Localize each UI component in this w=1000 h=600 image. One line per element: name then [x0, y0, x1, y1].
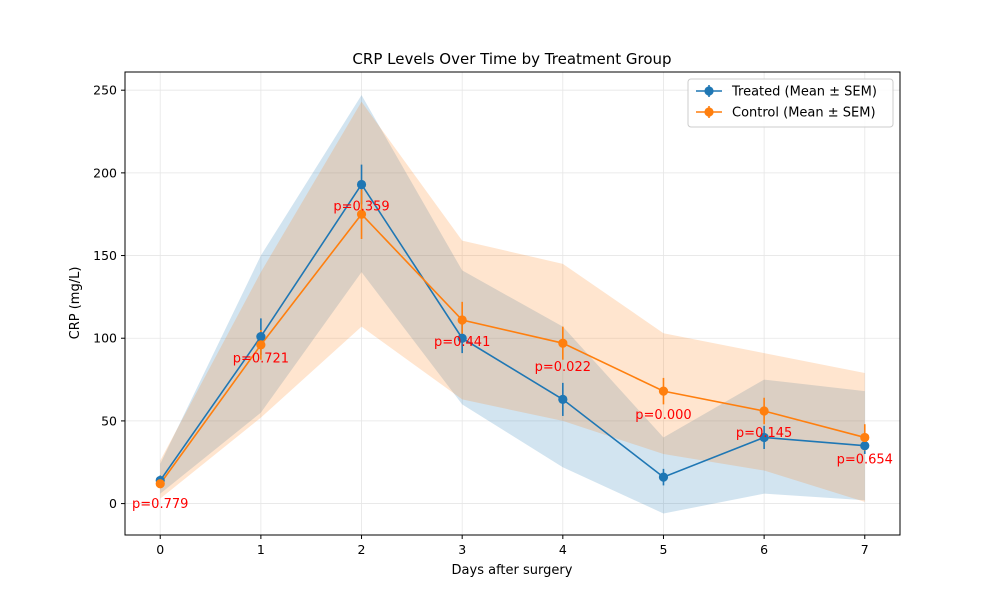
y-tick-label: 100 [93, 331, 117, 346]
y-tick-label: 150 [93, 248, 117, 263]
p-value-label: p=0.359 [333, 199, 389, 214]
line-series-1 [159, 182, 865, 481]
point-series-2 [457, 315, 467, 325]
x-axis-label: Days after surgery [452, 563, 573, 578]
point-series-2 [155, 479, 165, 489]
point-series-1 [457, 333, 467, 343]
point-series-1 [658, 472, 669, 482]
data-points [155, 179, 870, 489]
point-series-1 [356, 179, 367, 190]
legend: Treated (Mean ± SEM) Control (Mean ± SEM) [687, 78, 894, 128]
legend-label: Control (Mean ± SEM) [732, 106, 876, 121]
legend-label: Treated (Mean ± SEM) [731, 85, 877, 100]
point-series-1 [759, 432, 769, 443]
point-series-2 [759, 406, 769, 416]
point-series-2 [860, 432, 870, 443]
plot-frame [124, 71, 901, 536]
legend-marker [704, 107, 714, 117]
y-tick-label: 0 [109, 496, 117, 511]
x-tick-label: 0 [156, 542, 164, 557]
point-series-2 [256, 340, 266, 350]
x-tick-label: 7 [861, 542, 869, 557]
y-tick-label: 200 [93, 165, 117, 180]
p-value-label: p=0.145 [736, 426, 792, 441]
x-tick-label: 6 [760, 542, 768, 557]
x-tick-label: 2 [358, 542, 366, 557]
point-series-2 [558, 338, 568, 348]
legend-box [687, 78, 894, 128]
x-tick-label: 3 [458, 542, 466, 557]
x-axis-ticks: 0 1 2 3 4 5 6 7 [156, 535, 869, 557]
point-series-2 [658, 386, 669, 396]
point-series-2 [356, 209, 367, 219]
legend-marker [704, 86, 714, 96]
x-tick-label: 4 [559, 542, 567, 557]
p-value-label: p=0.022 [535, 360, 591, 375]
p-value-label: p=0.000 [635, 408, 691, 423]
p-value-label: p=0.441 [434, 335, 490, 350]
point-series-1 [860, 441, 870, 451]
x-tick-label: 1 [257, 542, 265, 557]
chart-title: CRP Levels Over Time by Treatment Group [352, 50, 671, 68]
x-tick-label: 5 [659, 542, 667, 557]
point-series-1 [558, 394, 568, 405]
y-axis-label: CRP (mg/L) [68, 267, 83, 340]
series-lines [159, 182, 865, 485]
y-tick-label: 50 [101, 413, 117, 428]
band-series-1 [160, 95, 865, 514]
p-value-label: p=0.721 [233, 352, 289, 367]
line-series-2 [159, 212, 865, 485]
y-tick-label: 250 [93, 83, 117, 98]
p-value-label: p=0.654 [837, 452, 893, 467]
confidence-bands [160, 95, 865, 514]
y-axis-ticks: 0 50 100 150 200 250 [93, 83, 125, 511]
p-value-annotations: p=0.779 p=0.721 p=0.359 p=0.441 p=0.022 p=0.0… [132, 199, 893, 512]
p-value-label: p=0.779 [132, 497, 188, 512]
point-series-1 [256, 331, 266, 342]
band-series-2 [160, 101, 865, 502]
